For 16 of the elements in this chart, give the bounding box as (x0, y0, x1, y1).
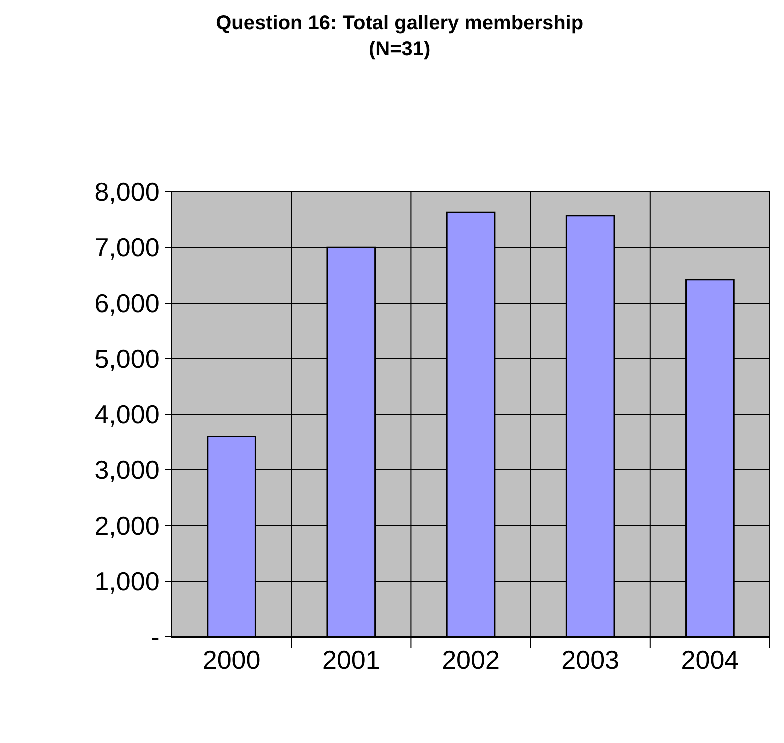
y-tick-label: 7,000 (94, 232, 160, 263)
y-tick-label: 6,000 (94, 288, 160, 318)
y-tick-label: - (151, 622, 160, 652)
x-tick-label: 2004 (681, 645, 740, 676)
y-tick-label: 1,000 (94, 566, 160, 596)
chart-title: Question 16: Total gallery membership (216, 12, 584, 35)
x-tick-label: 2002 (442, 645, 500, 676)
y-tick-label: 4,000 (94, 400, 160, 430)
y-tick-label: 8,000 (94, 177, 160, 208)
x-tick-label: 2000 (202, 645, 261, 676)
y-tick-label: 5,000 (94, 344, 160, 374)
x-tick-label: 2003 (562, 645, 620, 676)
x-tick-label: 2001 (322, 645, 380, 676)
chart-subtitle: (N=31) (368, 38, 431, 61)
y-tick-label: 3,000 (94, 455, 160, 486)
y-tick-label: 2,000 (94, 510, 160, 541)
